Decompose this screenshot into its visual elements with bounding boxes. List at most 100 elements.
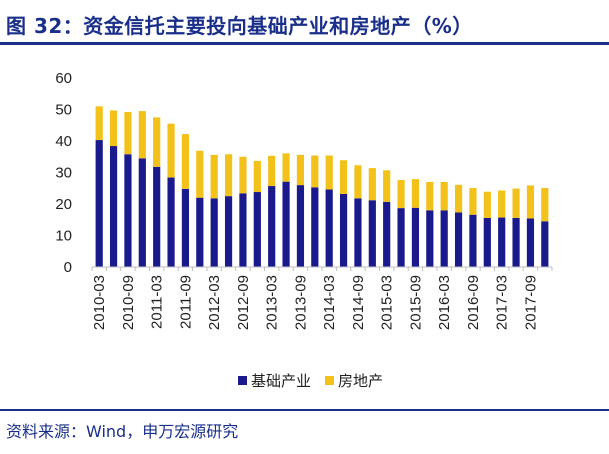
bar-series-2 bbox=[411, 179, 420, 208]
bar-series-2 bbox=[268, 155, 276, 187]
bar-series-1 bbox=[167, 177, 175, 267]
bar-series bbox=[95, 106, 549, 267]
bar-series-1 bbox=[153, 166, 161, 267]
bar-series-1 bbox=[282, 181, 290, 267]
bar-series-2 bbox=[311, 155, 319, 188]
bar-series-2 bbox=[541, 187, 549, 222]
bar-series-1 bbox=[109, 146, 118, 267]
bar-series-1 bbox=[296, 185, 305, 267]
bar-series-2 bbox=[282, 153, 290, 182]
x-tick-label: 2012-03 bbox=[206, 275, 223, 330]
bar-series-2 bbox=[368, 168, 376, 201]
bar-series-1 bbox=[95, 140, 103, 267]
legend: 基础产业 房地产 bbox=[238, 370, 397, 391]
bar-series-1 bbox=[181, 188, 190, 267]
bar-series-1 bbox=[426, 210, 434, 267]
bar-series-1 bbox=[354, 198, 362, 267]
bar-series-2 bbox=[526, 185, 535, 219]
bar-series-1 bbox=[196, 197, 204, 267]
bar-series-2 bbox=[153, 117, 161, 167]
x-tick-label: 2015-03 bbox=[379, 275, 396, 330]
x-tick-label: 2016-09 bbox=[465, 275, 482, 330]
x-tick-label: 2014-03 bbox=[321, 275, 338, 330]
bar-series-1 bbox=[483, 217, 491, 267]
bar-series-2 bbox=[196, 150, 204, 198]
bar-series-2 bbox=[454, 184, 463, 213]
x-tick-label: 2015-09 bbox=[407, 275, 424, 330]
bar-series-2 bbox=[167, 123, 175, 178]
bar-series-2 bbox=[210, 154, 218, 199]
bar-series-2 bbox=[95, 106, 103, 141]
x-tick-label: 2017-09 bbox=[522, 275, 539, 330]
bar-series-1 bbox=[512, 217, 520, 267]
bar-series-2 bbox=[239, 156, 247, 194]
bar-series-1 bbox=[498, 217, 506, 267]
bar-series-1 bbox=[138, 158, 146, 267]
bar-series-2 bbox=[109, 110, 118, 147]
y-tick-label: 0 bbox=[64, 259, 72, 276]
x-tick-label: 2012-09 bbox=[235, 275, 252, 330]
y-tick-label: 50 bbox=[55, 102, 72, 119]
x-axis: 2010-03 2010-09 2011-03 2011-09 2012-03 2012-… bbox=[91, 267, 553, 330]
bar-series-2 bbox=[339, 160, 348, 194]
x-tick-label: 2011-03 bbox=[149, 275, 166, 329]
bar-series-1 bbox=[541, 221, 549, 267]
x-tick-label: 2010-09 bbox=[120, 275, 137, 330]
bar-series-1 bbox=[325, 189, 333, 267]
bar-series-1 bbox=[253, 192, 261, 267]
bar-series-1 bbox=[368, 200, 376, 267]
bar-series-1 bbox=[311, 187, 319, 267]
legend-label-series-2: 房地产 bbox=[338, 372, 384, 390]
bar-series-2 bbox=[224, 154, 233, 197]
y-tick-label: 60 bbox=[55, 70, 72, 87]
y-tick-label: 30 bbox=[55, 165, 72, 182]
y-axis: 0 10 20 30 40 50 60 bbox=[55, 70, 72, 276]
x-tick-label: 2011-09 bbox=[177, 275, 194, 329]
x-tick-label: 2010-03 bbox=[91, 275, 108, 330]
source-note: 资料来源：Wind，申万宏源研究 bbox=[6, 422, 239, 441]
bar-series-2 bbox=[440, 181, 448, 211]
bar-series-2 bbox=[354, 165, 362, 199]
figure-title: 图 32：资金信托主要投向基础产业和房地产（%） bbox=[6, 14, 473, 38]
x-tick-label: 2014-09 bbox=[350, 275, 367, 330]
legend-swatch-series-2 bbox=[325, 376, 335, 385]
bar-series-1 bbox=[526, 218, 535, 267]
source-rule bbox=[0, 409, 609, 411]
bar-series-1 bbox=[210, 198, 218, 267]
bar-series-1 bbox=[239, 193, 247, 267]
legend-item-series-1: 基础产业 bbox=[238, 370, 311, 391]
bar-series-2 bbox=[397, 180, 405, 209]
bar-series-1 bbox=[440, 210, 448, 267]
bar-series-1 bbox=[397, 208, 405, 267]
x-tick-label: 2013-09 bbox=[292, 275, 309, 330]
bar-series-1 bbox=[339, 193, 348, 267]
bar-series-2 bbox=[469, 187, 477, 215]
bar-series-2 bbox=[483, 191, 491, 218]
x-tick-label: 2017-03 bbox=[494, 275, 511, 330]
x-tick-label: 2013-03 bbox=[264, 275, 281, 330]
bar-series-1 bbox=[224, 196, 233, 267]
y-tick-label: 10 bbox=[55, 228, 72, 245]
y-tick-label: 20 bbox=[55, 196, 72, 213]
bar-series-2 bbox=[253, 160, 261, 193]
title-rule bbox=[0, 42, 609, 45]
bar-series-2 bbox=[181, 134, 190, 189]
y-tick-label: 40 bbox=[55, 133, 72, 150]
legend-label-series-1: 基础产业 bbox=[251, 372, 312, 390]
bar-series-1 bbox=[454, 212, 463, 267]
bar-series-1 bbox=[268, 186, 276, 267]
bar-series-2 bbox=[512, 188, 520, 218]
bar-series-2 bbox=[124, 112, 132, 155]
bar-series-1 bbox=[469, 214, 477, 267]
bar-series-1 bbox=[411, 207, 420, 267]
bar-series-1 bbox=[383, 201, 391, 267]
legend-item-series-2: 房地产 bbox=[325, 370, 383, 391]
bar-series-1 bbox=[124, 154, 132, 267]
legend-swatch-series-1 bbox=[238, 376, 247, 385]
bar-series-2 bbox=[426, 181, 434, 211]
bar-series-2 bbox=[498, 190, 506, 218]
bar-series-2 bbox=[138, 111, 146, 159]
x-tick-label: 2016-03 bbox=[436, 275, 453, 330]
bar-series-2 bbox=[325, 155, 333, 190]
